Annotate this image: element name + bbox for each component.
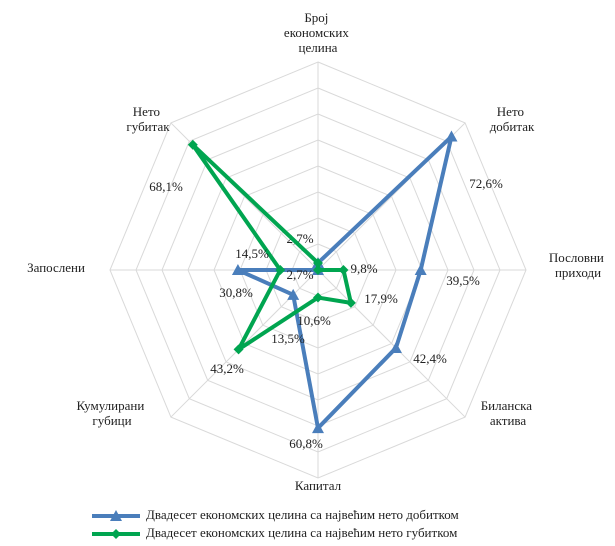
marker <box>111 529 121 539</box>
marker <box>187 139 198 150</box>
marker <box>233 344 244 355</box>
legend-label: Двадесет економских целина са највећим н… <box>146 525 457 540</box>
value-label: 9,8% <box>350 261 377 276</box>
axis-label: Нето губитак <box>126 104 170 134</box>
value-label: 72,6% <box>469 176 503 191</box>
value-label: 60,8% <box>289 436 323 451</box>
marker <box>231 264 244 275</box>
axis-label: Пословни приходи <box>549 250 607 280</box>
axis-label: Капитал <box>295 478 342 493</box>
value-label: 68,1% <box>149 179 183 194</box>
value-label: 2,7% <box>286 267 313 282</box>
marker <box>287 288 300 300</box>
axis-label: Број економских целина <box>284 10 352 55</box>
marker <box>313 292 323 303</box>
value-label: 43,2% <box>210 361 244 376</box>
marker <box>445 130 458 142</box>
value-label: 13,5% <box>271 331 305 346</box>
marker <box>389 341 402 353</box>
marker <box>414 264 427 275</box>
marker <box>110 510 122 521</box>
value-label: 17,9% <box>364 291 398 306</box>
value-label: 10,6% <box>297 313 331 328</box>
marker <box>338 265 349 275</box>
spoke <box>317 269 466 418</box>
axis-label: Запослени <box>27 260 85 275</box>
value-label: 39,5% <box>446 273 480 288</box>
value-label: 14,5% <box>235 246 269 261</box>
value-label: 42,4% <box>413 351 447 366</box>
marker <box>275 265 286 275</box>
legend-label: Двадесет економских целина са највећим н… <box>146 507 459 522</box>
marker <box>313 257 323 268</box>
marker <box>313 265 323 275</box>
axis-label: Кумулирани губици <box>76 398 147 428</box>
marker <box>345 297 356 308</box>
axis-label: Биланска актива <box>481 398 536 428</box>
marker <box>312 422 324 434</box>
axis-label: Нето добитак <box>490 104 535 134</box>
value-label: 30,8% <box>219 285 253 300</box>
